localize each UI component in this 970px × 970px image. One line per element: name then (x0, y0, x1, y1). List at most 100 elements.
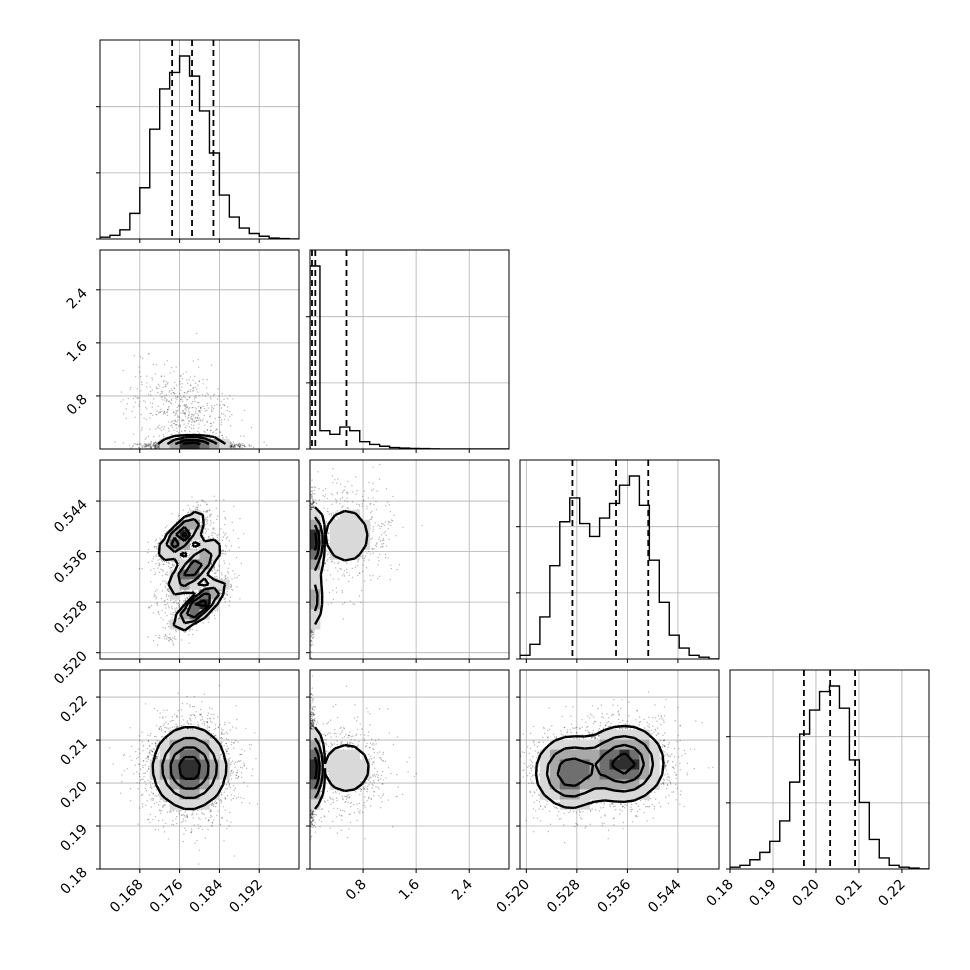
sample-point (120, 391, 123, 393)
sample-point (204, 431, 206, 433)
sample-point (186, 392, 188, 394)
sample-point (163, 410, 166, 413)
sample-point (263, 441, 265, 443)
sample-point (169, 637, 171, 639)
sample-point (233, 447, 235, 449)
sample-point (188, 430, 191, 433)
sample-point (172, 644, 175, 646)
sample-point (212, 527, 214, 529)
sample-point (162, 580, 164, 582)
sample-point (207, 407, 209, 409)
sample-point (170, 388, 172, 390)
contour-segment (203, 440, 210, 446)
sample-point (171, 420, 173, 422)
sample-point (157, 446, 159, 449)
sample-point (163, 635, 165, 638)
sample-point (197, 430, 199, 433)
sample-point (230, 445, 233, 447)
sample-point (231, 445, 233, 447)
sample-point (213, 395, 215, 397)
sample-point (168, 637, 170, 639)
scatter-points (114, 332, 268, 449)
sample-point (176, 430, 178, 433)
contour-segment (174, 439, 186, 446)
sample-point (138, 405, 140, 408)
sample-point (154, 444, 156, 446)
sample-point (173, 564, 175, 566)
sample-point (230, 442, 232, 444)
sample-point (138, 366, 140, 368)
sample-point (234, 447, 236, 449)
density-panel-2-0 (100, 460, 299, 659)
sample-point (191, 419, 194, 421)
sample-point (230, 445, 233, 448)
sample-point (158, 412, 160, 414)
sample-point (182, 419, 184, 421)
sample-point (163, 375, 165, 377)
sample-point (156, 447, 158, 449)
sample-point (172, 391, 175, 394)
sample-point (146, 445, 149, 447)
sample-point (125, 408, 128, 410)
sample-point (239, 443, 242, 445)
sample-point (130, 386, 132, 388)
sample-point (177, 395, 179, 398)
sample-point (149, 606, 151, 608)
sample-point (220, 407, 222, 409)
sample-point (202, 383, 204, 385)
sample-point (206, 429, 209, 431)
contour-segment (164, 434, 175, 441)
sample-point (175, 366, 177, 368)
sample-point (161, 569, 164, 571)
sample-point (166, 561, 168, 564)
sample-point (157, 555, 160, 558)
contour-segment (194, 441, 201, 446)
sample-point (154, 595, 156, 597)
sample-point (149, 394, 152, 396)
sample-point (237, 445, 239, 447)
sample-point (165, 397, 167, 399)
sample-point (179, 375, 182, 377)
sample-point (206, 392, 208, 394)
sample-point (223, 598, 226, 601)
sample-point (179, 406, 181, 408)
sample-point (153, 444, 156, 447)
sample-point (199, 525, 202, 528)
sample-point (156, 543, 159, 545)
sample-point (151, 560, 153, 562)
sample-point (202, 499, 204, 502)
sample-point (236, 586, 238, 588)
density-cell (169, 439, 180, 449)
sample-point (161, 392, 163, 395)
sample-point (170, 392, 172, 395)
sample-point (189, 396, 191, 398)
sample-point (168, 625, 170, 628)
sample-point (143, 443, 146, 445)
sample-point (190, 424, 192, 426)
sample-point (168, 640, 170, 642)
sample-point (188, 412, 190, 414)
sample-point (191, 401, 194, 403)
sample-point (177, 405, 180, 407)
sample-point (192, 505, 194, 508)
sample-point (216, 428, 218, 430)
sample-point (211, 408, 213, 410)
sample-point (180, 386, 183, 388)
sample-point (194, 416, 197, 419)
sample-point (239, 517, 241, 520)
sample-point (229, 416, 231, 418)
sample-point (213, 572, 216, 575)
sample-point (210, 563, 212, 565)
sample-point (228, 563, 231, 565)
sample-point (206, 521, 208, 523)
sample-point (188, 634, 190, 636)
sample-point (155, 547, 158, 549)
sample-point (156, 602, 158, 604)
sample-point (230, 545, 232, 547)
sample-point (203, 536, 206, 539)
sample-point (167, 605, 170, 607)
sample-point (134, 443, 137, 445)
sample-point (154, 446, 157, 448)
sample-point (167, 602, 169, 605)
sample-point (195, 629, 198, 631)
